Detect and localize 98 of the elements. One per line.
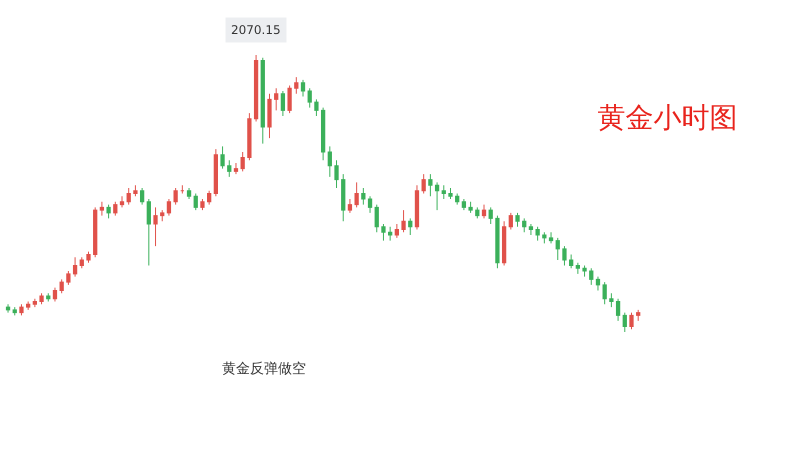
candlestick [39, 292, 44, 305]
candlestick [475, 206, 480, 219]
candlestick [468, 201, 473, 214]
candlestick [408, 218, 412, 236]
candlestick [535, 226, 540, 242]
candlestick [153, 206, 158, 247]
candlestick [448, 187, 453, 200]
candlestick [60, 278, 64, 294]
candlestick [46, 292, 50, 302]
candlestick [414, 184, 420, 230]
candlestick [93, 206, 98, 258]
candlestick [126, 187, 131, 206]
candlestick [508, 212, 513, 230]
candlestick [341, 174, 346, 222]
candlestick [548, 232, 554, 244]
candlestick [52, 287, 58, 302]
candlestick [422, 174, 426, 194]
candlestick [442, 184, 446, 200]
candlestick [636, 309, 640, 322]
candlestick [166, 198, 172, 216]
candlestick [214, 148, 218, 197]
candlestick [6, 304, 10, 314]
candlestick [609, 292, 614, 308]
candlestick [394, 223, 399, 238]
text: 黄金反弹做空 [222, 361, 306, 377]
candlestick [354, 182, 359, 208]
candlestick [86, 251, 91, 264]
candlestick [227, 160, 232, 178]
candlestick [462, 198, 466, 211]
candlestick [274, 88, 278, 111]
candlestick [260, 57, 265, 144]
candlestick [146, 198, 151, 266]
candlestick [334, 160, 339, 188]
candlestick [348, 198, 352, 214]
candlestick [160, 210, 164, 222]
candlestick [66, 270, 71, 286]
candlestick [596, 276, 600, 291]
candlestick [556, 237, 560, 260]
candlestick [515, 212, 520, 228]
candlestick [254, 55, 258, 122]
candlestick [100, 201, 104, 216]
candlestick [361, 187, 366, 206]
annotation: 2070.15 [231, 23, 281, 37]
candlestick [26, 301, 30, 310]
candlestick [106, 204, 111, 219]
candlestick [12, 306, 17, 316]
candlestick [522, 218, 526, 233]
candlestick [186, 187, 192, 200]
candlestick [300, 79, 306, 98]
candlestick [502, 220, 506, 266]
candlestick [314, 98, 319, 116]
candlestick [120, 196, 124, 208]
candlestick [562, 246, 567, 266]
candlestick [194, 193, 198, 211]
candlestick [388, 226, 392, 242]
candlestick [401, 210, 406, 233]
candlestick [616, 298, 620, 322]
candlestick [308, 88, 312, 108]
candlestick [455, 193, 460, 206]
candlestick [488, 206, 493, 224]
candlestick [320, 107, 326, 161]
candlestick [428, 174, 433, 197]
candlestick [576, 262, 580, 274]
candlestick [589, 268, 594, 286]
candlestick [629, 312, 634, 330]
candlestick [495, 215, 500, 269]
candlestick [220, 146, 225, 170]
candlestick [133, 184, 138, 197]
candlestick [140, 187, 144, 206]
candlestick [32, 298, 37, 308]
candlestick [381, 223, 386, 242]
candlestick [368, 196, 372, 214]
candlestick [234, 162, 238, 175]
candlestick [528, 223, 534, 236]
candlestick [207, 190, 212, 206]
candlestick [287, 84, 292, 114]
candlestick [542, 232, 546, 244]
candlestick [173, 187, 178, 206]
candlestick [113, 201, 118, 216]
candlestick [582, 265, 587, 278]
candlestick [19, 304, 24, 316]
candlestick [622, 312, 627, 332]
candlestick [434, 182, 440, 211]
candlestick [602, 282, 607, 305]
candlestick [200, 198, 205, 211]
candlestick [482, 204, 486, 219]
candlestick [374, 204, 379, 233]
candlestick [569, 254, 574, 269]
candlestick [267, 93, 272, 139]
candlestick [294, 76, 298, 94]
candlestick [247, 112, 252, 161]
text: 黄金小时图 [597, 101, 738, 134]
candlestick [280, 90, 286, 116]
candlestick [72, 256, 78, 278]
candlestick [180, 184, 184, 194]
candlestick [240, 151, 245, 172]
candlestick [80, 256, 84, 269]
candlestick [328, 146, 332, 178]
